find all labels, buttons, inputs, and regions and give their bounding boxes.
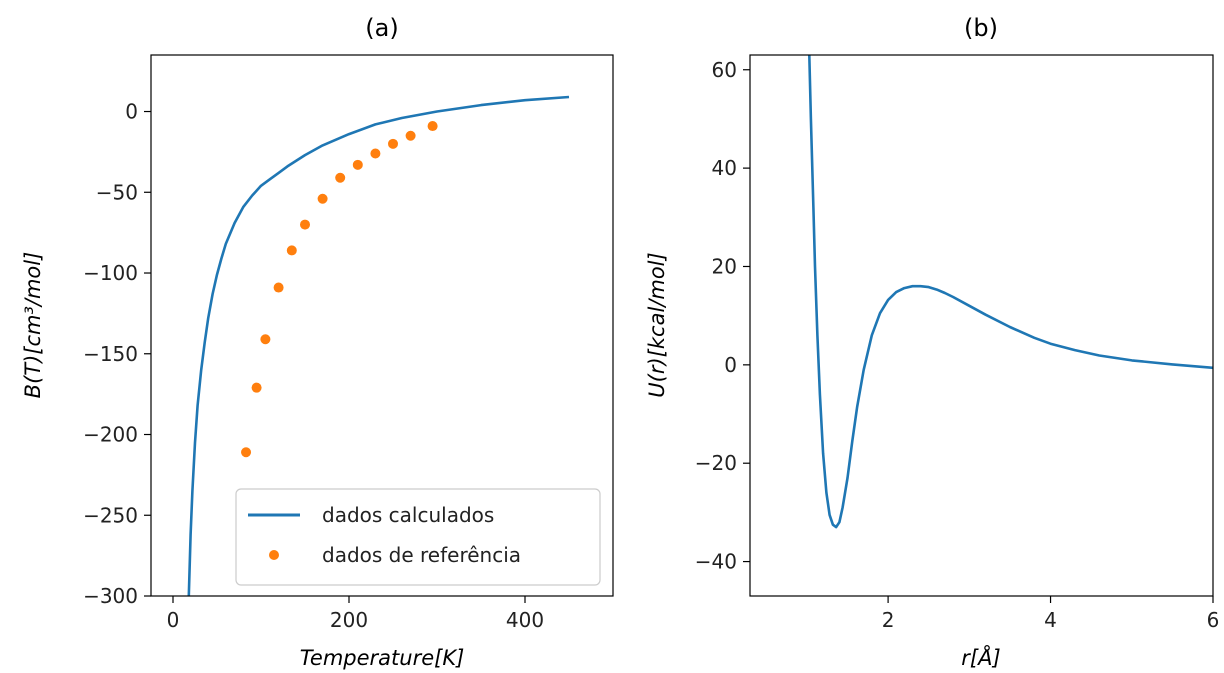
legend-box	[235, 488, 601, 586]
x-tick-label: 400	[506, 608, 544, 632]
panel-b-frame	[749, 54, 1214, 597]
panel-b-y-ticks: 60 40 20 0 −20 −40	[695, 58, 750, 574]
calculated-data-line	[187, 95, 570, 596]
x-tick-label: 4	[1044, 608, 1057, 632]
panel-b-title: (b)	[964, 14, 998, 42]
y-tick-label: −20	[695, 451, 737, 475]
y-tick-label: −250	[83, 503, 138, 527]
legend-label-calculated: dados calculados	[322, 503, 494, 527]
reference-data-point	[335, 172, 346, 183]
reference-data-point	[352, 159, 363, 170]
y-tick-label: −50	[96, 180, 138, 204]
panel-a-y-ticks: 0 −50 −100 −150 −200 −250 −300	[83, 100, 151, 608]
y-tick-label: 0	[724, 353, 737, 377]
reference-data-point	[241, 447, 252, 458]
x-tick-label: 6	[1207, 608, 1220, 632]
y-tick-label: −100	[83, 261, 138, 285]
panel-b-y-axis-label: U(r)[kcal/mol]	[645, 252, 669, 397]
y-tick-label: 60	[712, 58, 737, 82]
panel-a-y-axis-label: B(T)[cm³/mol]	[21, 252, 45, 399]
reference-data-point	[260, 334, 271, 345]
panel-b-plot-area	[808, 55, 1213, 529]
y-tick-label: 20	[712, 254, 737, 278]
x-tick-label: 200	[330, 608, 368, 632]
panel-b-x-axis-label: r[Å]	[961, 644, 1000, 670]
reference-data-point	[388, 138, 398, 149]
x-tick-label: 0	[167, 608, 180, 632]
reference-data-point	[317, 193, 328, 204]
panel-b-x-ticks: 2 4 6	[882, 596, 1220, 632]
reference-data-point	[405, 130, 416, 141]
plot-series-group	[187, 95, 570, 596]
x-tick-label: 2	[882, 608, 895, 632]
legend-label-reference: dados de referência	[322, 543, 521, 567]
panel-a-x-ticks: 0 200 400	[167, 596, 544, 632]
reference-data-point	[286, 245, 297, 256]
panel-a-x-axis-label: Temperature[K]	[300, 646, 465, 670]
potential-curve-line	[808, 55, 1213, 529]
legend-marker-swatch	[269, 550, 279, 560]
panel-a-title: (a)	[365, 14, 398, 42]
panel-a-legend: dados calculados dados de referência	[235, 488, 601, 586]
reference-data-point	[251, 382, 262, 393]
reference-data-point	[300, 219, 310, 230]
y-tick-label: −40	[695, 550, 737, 574]
y-tick-label: 40	[712, 156, 737, 180]
panel-a-plot-area	[187, 95, 570, 596]
plot-series-group	[808, 55, 1213, 529]
y-tick-label: 0	[125, 100, 138, 124]
panel-b: (b) r[Å] U(r)[kcal/mol] 2 4 6 60 40 20 0 −20 −4…	[645, 14, 1219, 670]
y-tick-label: −300	[83, 584, 138, 608]
reference-data-point	[370, 148, 381, 159]
reference-data-point	[273, 282, 284, 293]
panel-a-frame	[150, 54, 614, 597]
y-tick-label: −150	[83, 342, 138, 366]
panel-a: (a) Temperature[K] B(T)[cm³/mol] 0 200 400…	[21, 14, 614, 670]
reference-data-point	[427, 121, 438, 132]
y-tick-label: −200	[83, 423, 138, 447]
